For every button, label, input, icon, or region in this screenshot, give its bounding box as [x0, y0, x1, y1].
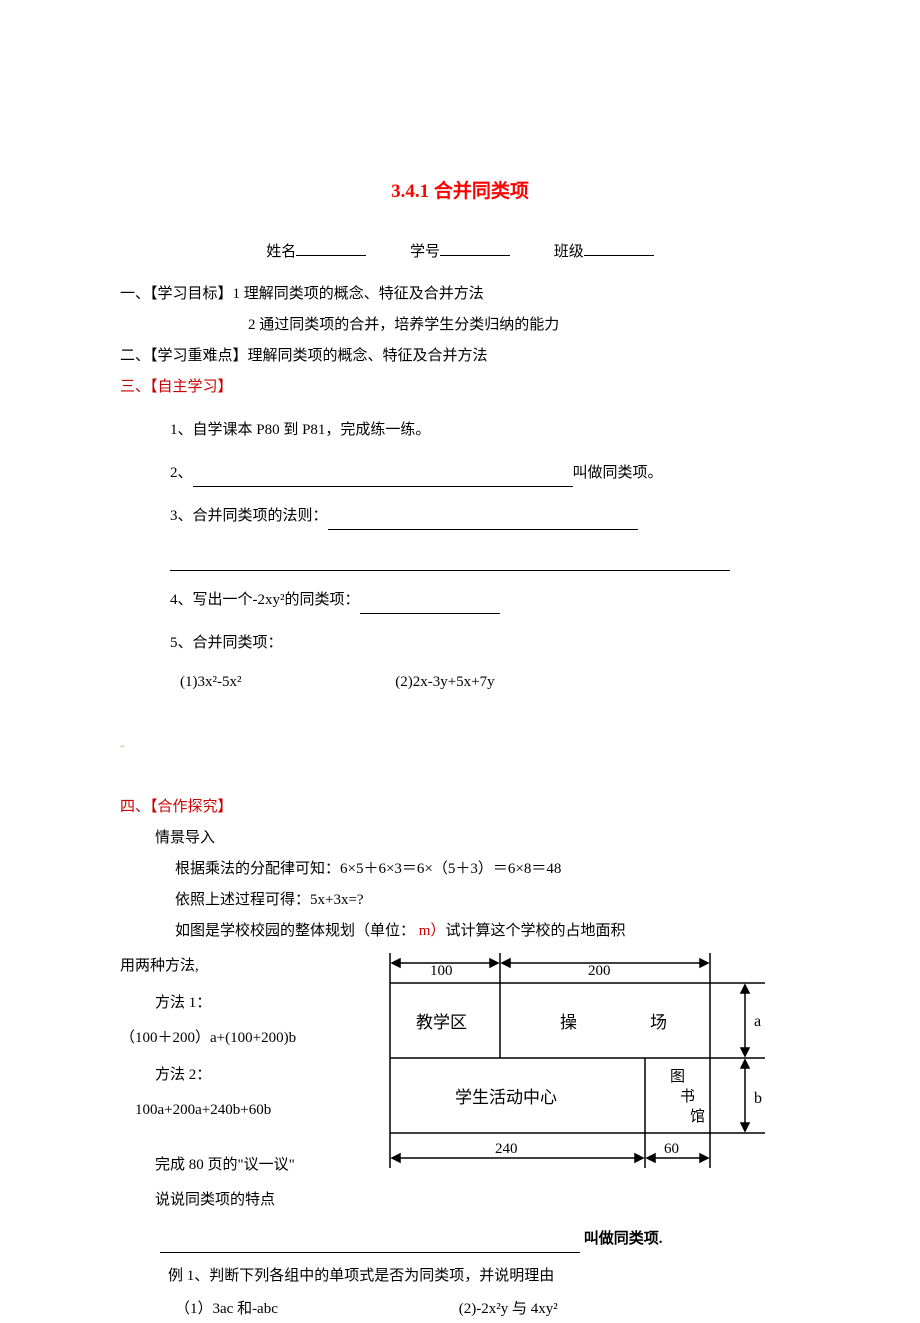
complete-yiyi: 完成 80 页的"议一议"	[155, 1152, 360, 1179]
q4: 4、写出一个-2xy²的同类项：	[170, 587, 800, 614]
q3: 3、合并同类项的法则：	[170, 503, 800, 530]
page-title: 3.4.1 合并同类项	[120, 175, 800, 209]
q3-blank2[interactable]	[170, 557, 730, 571]
method1-expr: （100＋200）a+(100+200)b	[120, 1025, 360, 1052]
diagram-intro: 如图是学校校园的整体规划（单位： m）试计算这个学校的占地面积	[175, 918, 800, 945]
svg-text:60: 60	[664, 1141, 679, 1157]
svg-text:场: 场	[650, 1013, 667, 1032]
small-marker: ..	[120, 736, 800, 754]
method-intro: 用两种方法,	[120, 953, 360, 980]
class-blank[interactable]	[584, 255, 654, 256]
name-label: 姓名	[266, 244, 296, 260]
fill-like-terms: 叫做同类项.	[140, 1226, 800, 1253]
section1-heading: 一、【学习目标】1 理解同类项的概念、特征及合并方法	[120, 281, 800, 308]
example1: 例 1、判断下列各组中的单项式是否为同类项，并说明理由	[168, 1263, 800, 1290]
fill-blank[interactable]	[160, 1252, 580, 1253]
q1: 1、自学课本 P80 到 P81，完成练一练。	[170, 417, 800, 444]
student-info-row: 姓名 学号 班级	[120, 239, 800, 266]
svg-text:馆: 馆	[690, 1108, 705, 1125]
diagram-area: 用两种方法, 方法 1： （100＋200）a+(100+200)b 方法 2：…	[120, 953, 800, 1214]
exercise-1: (1)3x²-5x²	[180, 669, 241, 696]
section1-item2: 2 通过同类项的合并，培养学生分类归纳的能力	[248, 312, 800, 339]
name-blank[interactable]	[296, 255, 366, 256]
discuss-features: 说说同类项的特点	[155, 1187, 360, 1214]
exercise-row: (1)3x²-5x² (2)2x-3y+5x+7y	[180, 669, 800, 696]
svg-text:书: 书	[680, 1088, 695, 1105]
svg-text:240: 240	[495, 1141, 518, 1157]
q2-blank[interactable]	[193, 486, 573, 487]
q2: 2、叫做同类项。	[170, 460, 800, 487]
svg-text:b: b	[754, 1090, 762, 1107]
dist-law-line: 根据乘法的分配律可知：6×5＋6×3＝6×（5＋3）＝6×8＝48	[175, 856, 800, 883]
q5: 5、合并同类项：	[170, 630, 800, 657]
section3-heading: 三、【自主学习】	[120, 374, 800, 401]
scenario-label: 情景导入	[155, 825, 800, 852]
q3-blank1[interactable]	[328, 529, 638, 530]
q4-blank[interactable]	[360, 613, 500, 614]
example1-items: （1）3ac 和-abc (2)-2x²y 与 4xy²	[175, 1296, 800, 1323]
section4-heading: 四、【合作探究】	[120, 794, 800, 821]
followup-line: 依照上述过程可得：5x+3x=?	[175, 887, 800, 914]
svg-text:200: 200	[588, 963, 611, 979]
method2-expr: 100a+200a+240b+60b	[135, 1097, 360, 1124]
svg-text:图: 图	[670, 1068, 685, 1085]
exercise-2: (2)2x-3y+5x+7y	[395, 669, 494, 696]
method1-label: 方法 1：	[155, 990, 360, 1017]
class-label: 班级	[554, 244, 584, 260]
svg-text:学生活动中心: 学生活动中心	[455, 1088, 557, 1107]
svg-text:教学区: 教学区	[416, 1013, 467, 1032]
method2-label: 方法 2：	[155, 1062, 360, 1089]
svg-text:操: 操	[560, 1013, 577, 1032]
id-label: 学号	[410, 244, 440, 260]
campus-diagram: 100 200 a b	[370, 953, 770, 1178]
id-blank[interactable]	[440, 255, 510, 256]
section2-line: 二、【学习重难点】理解同类项的概念、特征及合并方法	[120, 343, 800, 370]
svg-text:a: a	[754, 1013, 761, 1030]
svg-text:100: 100	[430, 963, 453, 979]
